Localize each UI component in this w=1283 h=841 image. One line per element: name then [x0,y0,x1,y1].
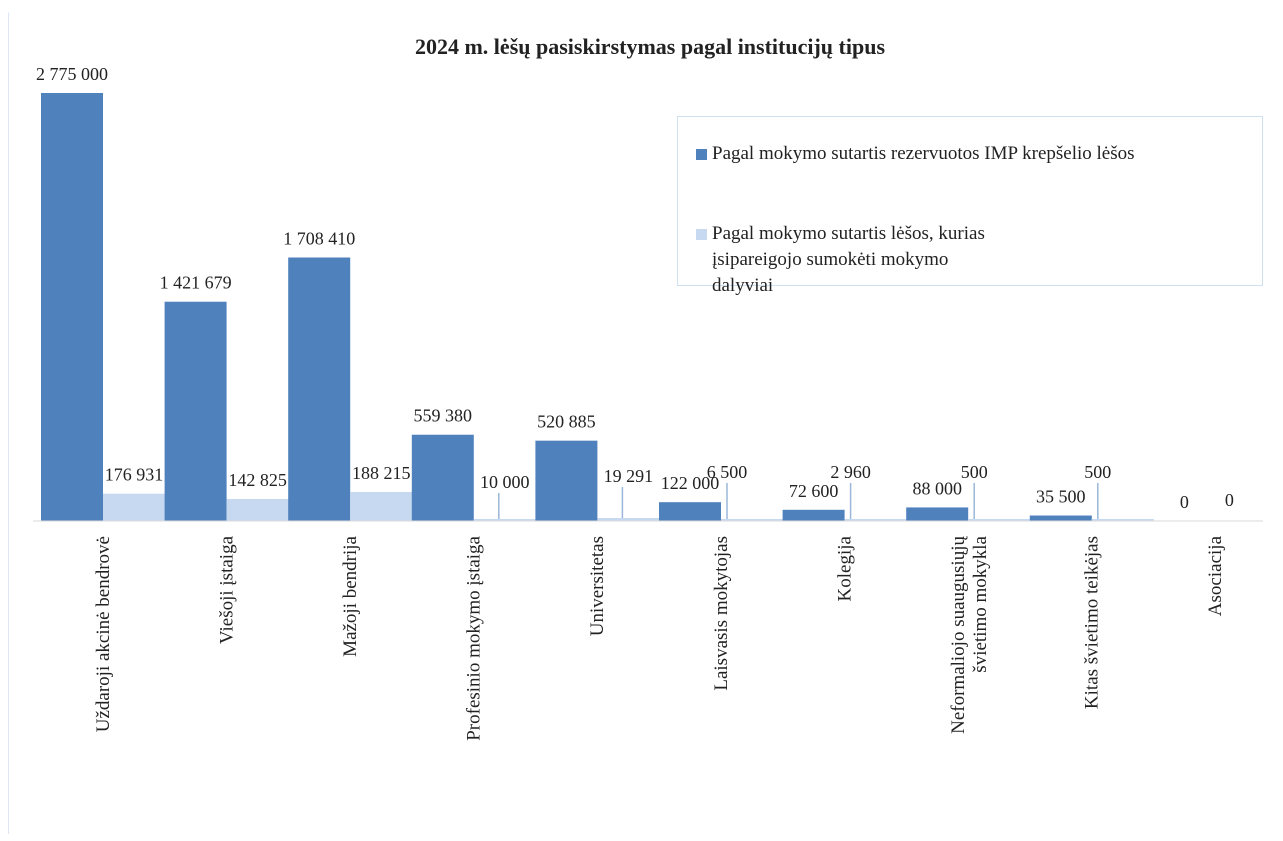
bar-participants-6 [844,519,907,521]
value-label-participants-8: 500 [1084,462,1111,482]
bar-reserved-8 [1029,515,1092,521]
value-label-reserved-2: 1 708 410 [283,229,355,249]
category-label-8: Kitas švietimo teikėjas [1082,536,1103,709]
value-label-reserved-3: 559 380 [414,406,473,426]
bar-reserved-4 [535,440,598,521]
bar-participants-3 [473,519,536,521]
bar-reserved-6 [782,509,845,521]
category-label-7: Neformaliojo suaugusiųjųšvietimo mokykla [948,535,991,733]
bar-participants-0 [103,493,165,521]
bar-participants-2 [350,491,413,521]
value-label-reserved-4: 520 885 [537,412,596,432]
value-label-participants-0: 176 931 [105,465,164,485]
legend-item-reserved: Pagal mokymo sutartis rezervuotos IMP kr… [696,141,1252,167]
bar-participants-1 [226,498,289,521]
value-label-reserved-1: 1 421 679 [160,273,232,293]
bars-group [41,93,1154,521]
legend-label-reserved: Pagal mokymo sutartis rezervuotos IMP kr… [712,143,1135,164]
category-label-4: Universitetas [587,536,608,636]
value-label-reserved-9: 0 [1180,492,1189,512]
bar-participants-4 [597,518,660,521]
value-label-participants-9: 0 [1225,490,1234,510]
legend-label-participants: Pagal mokymo sutartis lėšos, kurias įsip… [712,223,985,296]
bar-reserved-3 [411,434,474,521]
legend-swatch-reserved [696,149,707,160]
value-label-participants-2: 188 215 [352,463,411,483]
chart-frame [8,12,1276,834]
category-label-6: Kolegija [834,535,855,601]
value-label-participants-7: 500 [961,462,988,482]
chart-title: 2024 m. lėšų pasiskirstymas pagal instit… [415,34,885,59]
bar-participants-8 [1091,519,1154,521]
legend-item-participants: Pagal mokymo sutartis lėšos, kurias įsip… [696,221,1012,299]
bar-reserved-1 [164,301,227,521]
category-label-3: Profesinio mokymo įstaiga [464,535,485,740]
legend-swatch-participants [696,229,707,240]
bar-reserved-0 [41,93,103,521]
value-label-participants-3: 10 000 [480,472,530,492]
value-label-participants-1: 142 825 [228,470,287,490]
bar-reserved-7 [906,507,969,521]
bar-participants-5 [721,519,783,521]
value-label-participants-6: 2 960 [830,462,871,482]
value-label-participants-4: 19 291 [604,466,654,486]
value-label-reserved-6: 72 600 [789,481,839,501]
category-label-5: Laisvasis mokytojas [711,536,732,691]
category-label-0: Uždaroji akcinė bendrovė [93,536,114,732]
category-labels-group: Uždaroji akcinė bendrovė Viešoji įstaiga M… [93,535,1226,740]
value-label-reserved-8: 35 500 [1036,487,1086,507]
category-label-1: Viešoji įstaiga [216,535,237,644]
bar-reserved-5 [659,502,721,521]
value-label-reserved-5: 122 000 [661,473,720,493]
value-label-reserved-0: 2 775 000 [36,64,108,84]
category-label-9: Asociacija [1205,535,1226,616]
value-label-participants-5: 6 500 [707,462,748,482]
legend: Pagal mokymo sutartis rezervuotos IMP kr… [677,116,1263,296]
value-label-reserved-7: 88 000 [912,478,962,498]
category-label-2: Mažoji bendrija [340,535,361,656]
bar-reserved-2 [288,257,351,521]
bar-participants-7 [968,519,1031,521]
value-labels-group: 2 775 000 176 931 1 421 679 142 825 1 708 41… [36,64,1234,519]
